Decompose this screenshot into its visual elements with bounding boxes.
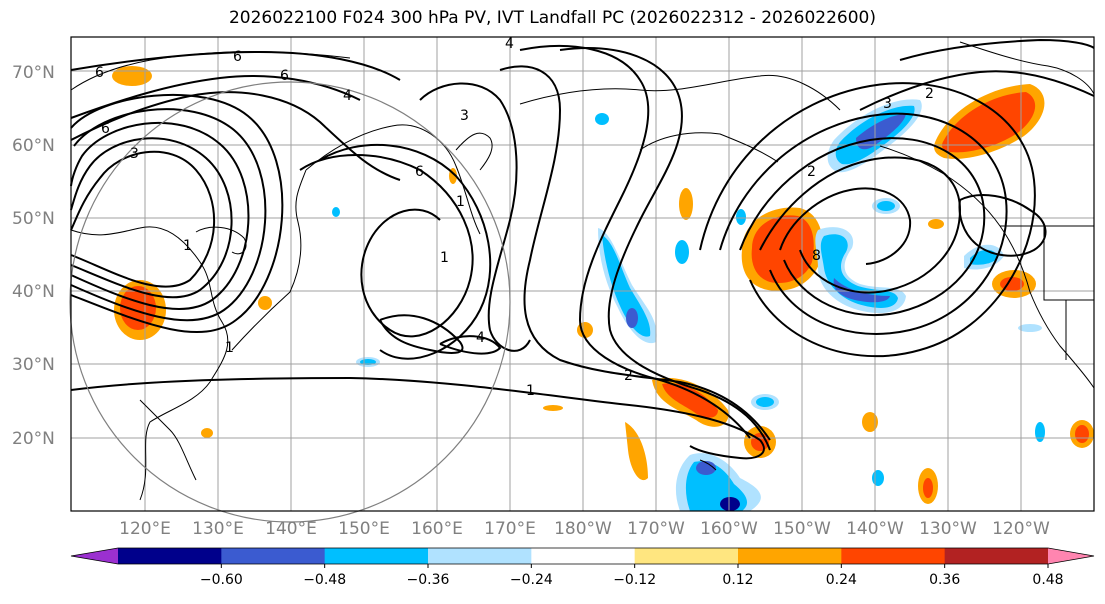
contour-label: 4 [343,88,352,104]
fill-blue [872,470,884,486]
colorbar-tick-label: 0.24 [826,572,857,588]
lat-label: 50°N [12,209,55,229]
colorbar-tick-label: 0.36 [929,572,960,588]
contour-label: 8 [812,248,821,264]
lon-label: 150°W [773,519,831,539]
contour-label: 2 [624,368,633,384]
colorbar-tick-label: −0.48 [303,572,346,588]
fill-blue [736,209,746,225]
colorbar-segment [324,548,429,564]
contour-label: 1 [225,340,234,356]
fill-red [942,92,1036,153]
colorbar-extend-low [71,548,118,564]
colorbar-tick-label: 0.12 [722,572,753,588]
contour-label: 6 [101,121,110,137]
contour-label: 3 [883,96,892,112]
fill-blue [756,397,774,407]
fill-orange [679,188,693,220]
lon-label: 130°E [192,519,244,539]
contour-label: 6 [233,49,242,65]
colorbar-segment [428,548,532,564]
fill-blue [1018,324,1042,332]
fill-orange [543,405,563,411]
plot-title: 2026022100 F024 300 hPa PV, IVT Landfall… [228,8,876,28]
contour-label-layer: 6 6 6 4 4 3 1 1 1 2 4 3 6 6 1 1 3 2 2 8 [95,36,934,399]
lon-label: 160°W [700,519,758,539]
fill-red [120,286,156,330]
contour-label: 1 [456,194,465,210]
fill-red [662,383,718,418]
contour-label: 1 [526,383,535,399]
fill-red [923,478,933,498]
lon-label: 170°W [627,519,685,539]
contour-label: 4 [505,36,514,52]
contour-label: 3 [460,108,469,124]
fill-orange [112,66,152,86]
fill-red [751,215,814,284]
pv-contours [70,38,1095,460]
colorbar: −0.60 −0.48 −0.36 −0.24 −0.12 0.12 0.24 0.36 0.4… [70,547,1095,588]
colorbar-tick-label: −0.12 [613,572,656,588]
fill-mid-blue [833,278,890,303]
contour-label: 2 [925,86,934,102]
colorbar-segment [738,548,842,564]
contour-label: 6 [280,68,289,84]
colorbar-segment [118,548,222,564]
colorbar-segment [531,548,636,564]
colorbar-tick-label: −0.36 [407,572,450,588]
colorbar-tick-label: −0.24 [510,572,553,588]
colorbar-segment [221,548,326,564]
colorbar-segment [634,548,739,564]
ivt-fill-layer [112,66,1094,511]
lon-label: 120°W [992,519,1050,539]
fill-orange [201,428,213,438]
lon-label: 160°E [411,519,463,539]
colorbar-segment [944,548,1049,564]
contour-label: 1 [183,238,192,254]
contour-label: 3 [130,146,139,162]
fill-red [1075,425,1089,443]
contour-label: 4 [476,330,485,346]
lat-axis: 70°N 60°N 50°N 40°N 30°N 20°N [12,63,55,449]
colorbar-segment [841,548,946,564]
lon-label: 120°E [119,519,171,539]
fill-orange [625,422,648,481]
lon-label: 140°W [846,519,904,539]
fill-mid-blue [626,308,638,328]
contour-label: 2 [807,164,816,180]
fill-blue [1035,422,1045,442]
reference-circle [69,81,511,523]
contour-label: 6 [415,164,424,180]
lat-label: 20°N [12,429,55,449]
lat-label: 40°N [12,282,55,302]
fill-blue [602,235,651,337]
lon-label: 180°W [554,519,612,539]
lon-label: 130°W [919,519,977,539]
map-frame [70,36,1095,512]
fill-dark-blue [720,497,740,511]
fill-blue [877,201,895,211]
fill-orange [258,296,272,310]
fill-orange [862,412,878,432]
lat-label: 60°N [12,136,55,156]
fill-mid-blue [696,461,716,475]
colorbar-extend-high [1048,548,1094,564]
fill-blue [675,240,689,264]
fill-blue [595,113,609,125]
lat-label: 30°N [12,355,55,375]
lon-label: 140°E [265,519,317,539]
contour-label: 1 [440,250,449,266]
contour-label: 6 [95,65,104,81]
colorbar-outline [70,547,1095,565]
lon-axis: 120°E 130°E 140°E 150°E 160°E 170°E 180°… [119,519,1050,539]
colorbar-tick-label: −0.60 [200,572,243,588]
lon-label: 150°E [338,519,390,539]
lon-label: 170°E [484,519,536,539]
fill-blue [332,207,340,217]
fill-orange [928,219,944,229]
lat-label: 70°N [12,63,55,83]
colorbar-tick-label: 0.48 [1032,572,1063,588]
